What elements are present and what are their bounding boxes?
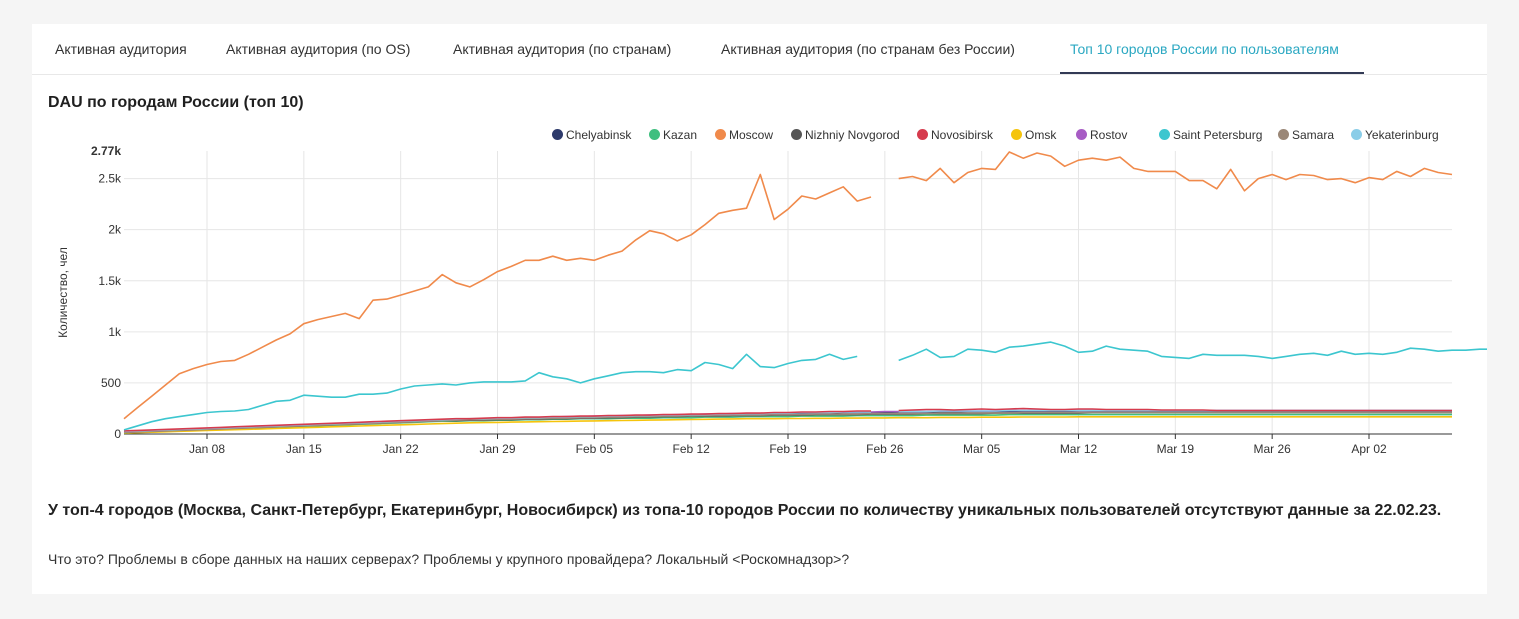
y-max-label: 2.77k bbox=[91, 144, 121, 158]
dau-line-chart: 0 500 1k 1.5k 2k 2.5k 2.77k Jan 08 Jan 15 Jan 22 J… bbox=[56, 144, 1487, 456]
tab-active-audience-countries[interactable]: Активная аудитория (по странам) bbox=[453, 41, 672, 57]
legend-label: Omsk bbox=[1025, 128, 1057, 142]
legend-item-novosibirsk[interactable]: Novosibirsk bbox=[917, 128, 993, 142]
series-line-moscow bbox=[123, 151, 1453, 420]
legend-item-rostov[interactable]: Rostov bbox=[1076, 128, 1127, 142]
series-line-novosibirsk bbox=[123, 407, 1452, 432]
x-tick-label: Feb 19 bbox=[769, 442, 807, 456]
x-tick-label: Mar 26 bbox=[1253, 442, 1291, 456]
y-tick-label: 1k bbox=[108, 325, 122, 339]
y-tick-label: 2.5k bbox=[98, 172, 122, 186]
x-tick-label: Jan 15 bbox=[286, 442, 322, 456]
legend-item-saint-petersburg[interactable]: Saint Petersburg bbox=[1159, 128, 1262, 142]
legend-color-dot bbox=[1278, 129, 1289, 140]
series-line-samara bbox=[123, 411, 1452, 434]
legend-label: Chelyabinsk bbox=[566, 128, 632, 142]
legend-color-dot bbox=[1076, 129, 1087, 140]
note-heading: У топ-4 городов (Москва, Санкт-Петербург… bbox=[48, 502, 1442, 519]
note-text: Что это? Проблемы в сборе данных на наши… bbox=[48, 551, 850, 567]
tab-active-audience-countries-no-russia[interactable]: Активная аудитория (по странам без Росси… bbox=[721, 41, 1015, 57]
x-tick-label: Feb 26 bbox=[866, 442, 904, 456]
legend-color-dot bbox=[715, 129, 726, 140]
legend-label: Saint Petersburg bbox=[1173, 128, 1263, 142]
legend-color-dot bbox=[1159, 129, 1170, 140]
x-tick-label: Feb 05 bbox=[576, 442, 614, 456]
x-tick-label: Mar 19 bbox=[1157, 442, 1195, 456]
legend-item-yekaterinburg[interactable]: Yekaterinburg bbox=[1351, 128, 1439, 142]
legend-label: Samara bbox=[1292, 128, 1335, 142]
x-tick-label: Mar 12 bbox=[1060, 442, 1098, 456]
x-tick-label: Jan 08 bbox=[189, 442, 225, 456]
y-axis-label: Количество, чел bbox=[56, 247, 70, 338]
x-tick-label: Jan 22 bbox=[383, 442, 419, 456]
legend-label: Nizhniy Novgorod bbox=[805, 128, 900, 142]
tab-active-audience-os[interactable]: Активная аудитория (по OS) bbox=[226, 41, 411, 57]
legend-label: Moscow bbox=[729, 128, 774, 142]
legend-color-dot bbox=[552, 129, 563, 140]
series-line-saint-petersburg bbox=[123, 341, 1487, 431]
y-tick-label: 0 bbox=[114, 427, 121, 441]
legend-color-dot bbox=[1351, 129, 1362, 140]
legend-color-dot bbox=[1011, 129, 1022, 140]
series-line-omsk bbox=[123, 416, 1452, 434]
legend-label: Novosibirsk bbox=[931, 128, 994, 142]
legend-item-omsk[interactable]: Omsk bbox=[1011, 128, 1056, 142]
legend-item-nizhniy-novgorod[interactable]: Nizhniy Novgorod bbox=[791, 128, 900, 142]
x-tick-label: Apr 02 bbox=[1351, 442, 1387, 456]
legend-item-kazan[interactable]: Kazan bbox=[649, 128, 697, 142]
x-tick-label: Jan 29 bbox=[479, 442, 515, 456]
legend-label: Kazan bbox=[663, 128, 698, 142]
chart-title: DAU по городам России (топ 10) bbox=[48, 94, 304, 111]
legend-item-moscow[interactable]: Moscow bbox=[715, 128, 773, 142]
legend-color-dot bbox=[791, 129, 802, 140]
y-tick-label: 1.5k bbox=[98, 274, 122, 288]
legend-color-dot bbox=[649, 129, 660, 140]
legend-item-chelyabinsk[interactable]: Chelyabinsk bbox=[552, 128, 631, 142]
y-tick-label: 2k bbox=[108, 223, 122, 237]
legend-color-dot bbox=[917, 129, 928, 140]
tab-bar: Активная аудитория Активная аудитория (п… bbox=[32, 24, 1487, 75]
legend-item-samara[interactable]: Samara bbox=[1278, 128, 1334, 142]
tab-active-audience[interactable]: Активная аудитория bbox=[55, 41, 187, 57]
tab-top10-russian-cities[interactable]: Топ 10 городов России по пользователям bbox=[1060, 24, 1364, 74]
legend-label: Yekaterinburg bbox=[1365, 128, 1439, 142]
legend-label: Rostov bbox=[1090, 128, 1128, 142]
x-tick-label: Mar 05 bbox=[963, 442, 1001, 456]
dashboard-panel: Активная аудитория Активная аудитория (п… bbox=[32, 24, 1487, 594]
y-tick-label: 500 bbox=[101, 376, 121, 390]
x-tick-label: Feb 12 bbox=[672, 442, 710, 456]
